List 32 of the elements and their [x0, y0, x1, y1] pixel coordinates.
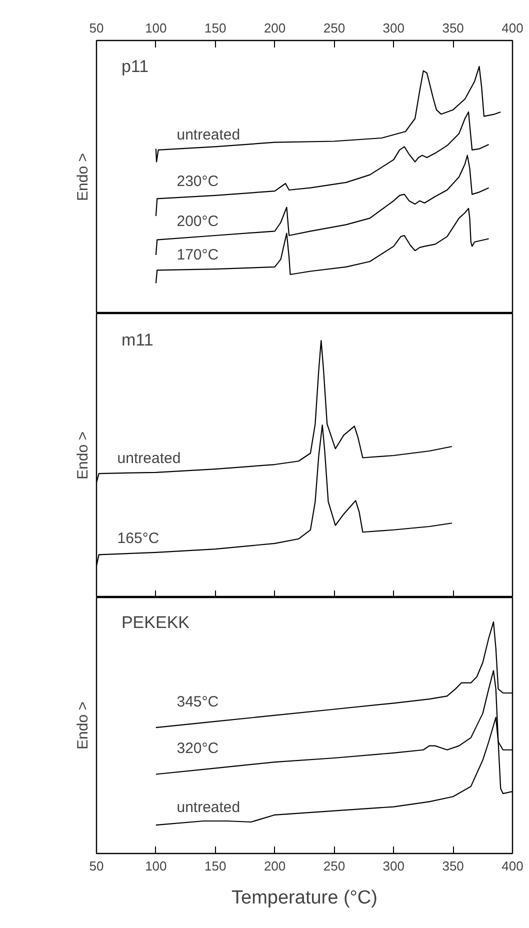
- x-tick-label: 250: [323, 858, 346, 874]
- y-axis-title: Endo >: [74, 701, 92, 750]
- x-tick-label: 400: [502, 20, 524, 36]
- series-label: 200°C: [176, 213, 219, 230]
- x-tick-label: 400: [502, 858, 524, 874]
- series-label: 345°C: [176, 693, 219, 710]
- series-label: untreated: [117, 450, 181, 467]
- x-tick-label: 50: [89, 858, 104, 874]
- series-label: 170°C: [176, 246, 219, 264]
- x-tick-label: 100: [145, 858, 167, 874]
- y-axis-title: Endo >: [74, 152, 92, 201]
- x-tick-label: 150: [204, 20, 226, 36]
- x-tick-label: 150: [204, 858, 226, 874]
- series-label: untreated: [176, 798, 240, 816]
- chart-title: p11: [121, 56, 149, 76]
- x-tick-label: 50: [89, 20, 104, 36]
- x-tick-label: 200: [264, 858, 286, 874]
- x-tick-label: 200: [264, 20, 286, 36]
- x-tick-label: 300: [382, 20, 404, 36]
- x-tick-label: 250: [323, 20, 346, 36]
- x-tick-label: 350: [442, 20, 464, 36]
- series-label: 165°C: [117, 530, 160, 547]
- y-axis-title: Endo >: [74, 431, 92, 480]
- x-axis-title: Temperature (°C): [232, 888, 378, 908]
- x-tick-label: 300: [382, 858, 404, 874]
- chart-title: PEKEKK: [121, 612, 190, 632]
- series-label: 230°C: [176, 173, 219, 190]
- x-tick-label: 100: [145, 20, 167, 36]
- chart-title: m11: [121, 330, 154, 350]
- series-label: untreated: [176, 126, 240, 144]
- x-tick-label: 350: [442, 858, 464, 874]
- series-label: 320°C: [176, 740, 219, 757]
